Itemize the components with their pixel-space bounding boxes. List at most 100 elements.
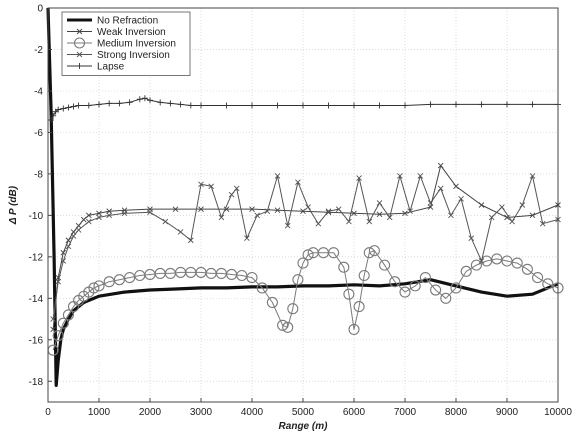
data-point xyxy=(346,218,352,225)
y-tick-label: -2 xyxy=(34,45,43,56)
legend-box xyxy=(61,11,191,76)
data-point xyxy=(136,96,143,103)
data-point xyxy=(96,214,102,221)
data-point xyxy=(399,286,411,298)
data-point xyxy=(397,173,403,179)
data-point xyxy=(351,210,357,217)
data-point xyxy=(460,265,472,277)
data-point xyxy=(65,237,72,244)
series-lapse xyxy=(48,95,561,123)
data-point xyxy=(85,102,92,109)
legend-item: No Refraction xyxy=(67,16,158,27)
legend-label: Medium Inversion xyxy=(97,39,176,50)
series-strong-inversion xyxy=(50,173,561,322)
y-axis-label: Δ P (dB) xyxy=(8,185,19,225)
data-point xyxy=(141,95,148,102)
series-line xyxy=(52,175,559,320)
data-point xyxy=(368,245,380,257)
data-point xyxy=(328,247,340,259)
data-point xyxy=(315,220,322,227)
data-point xyxy=(106,212,113,219)
data-point xyxy=(70,233,77,239)
data-point xyxy=(409,280,421,292)
legend-label: No Refraction xyxy=(97,16,158,27)
y-tick-label: -8 xyxy=(34,169,43,180)
data-point xyxy=(427,200,434,206)
data-point xyxy=(386,214,393,221)
data-point xyxy=(295,179,301,186)
data-point xyxy=(177,229,184,235)
data-point xyxy=(274,102,281,109)
series-line xyxy=(52,250,559,351)
x-tick-label: 5000 xyxy=(292,407,315,418)
data-point xyxy=(358,269,370,282)
data-point xyxy=(172,206,179,212)
data-point xyxy=(488,214,495,221)
data-point xyxy=(478,101,485,108)
data-point xyxy=(75,102,82,109)
data-point xyxy=(468,235,475,241)
data-point xyxy=(126,99,133,106)
data-point xyxy=(198,206,204,212)
data-point xyxy=(75,222,82,229)
y-tick-label: -14 xyxy=(29,294,44,305)
x-tick-label: 3000 xyxy=(190,407,213,418)
data-point xyxy=(73,37,86,49)
data-point xyxy=(113,274,125,286)
x-tick-label: 8000 xyxy=(445,407,468,418)
data-point xyxy=(440,292,452,304)
x-tick-label: 7000 xyxy=(394,407,417,418)
data-point xyxy=(223,102,230,109)
data-point xyxy=(70,103,77,110)
data-point xyxy=(76,63,83,69)
data-point xyxy=(529,212,536,219)
data-point xyxy=(501,255,513,267)
data-point xyxy=(470,259,482,271)
data-point xyxy=(478,202,485,208)
data-point xyxy=(402,210,408,217)
data-point xyxy=(228,191,235,198)
data-point xyxy=(532,272,544,284)
x-tick-label: 1000 xyxy=(88,407,111,418)
data-point xyxy=(106,208,113,215)
y-tick-label: -16 xyxy=(29,335,44,346)
data-point xyxy=(284,222,291,229)
data-point xyxy=(96,210,102,217)
data-point xyxy=(249,102,255,109)
data-point xyxy=(389,276,401,288)
data-point xyxy=(55,278,62,285)
data-point xyxy=(96,101,102,108)
x-tick-label: 10000 xyxy=(544,407,572,418)
legend-label: Lapse xyxy=(97,62,125,73)
axis-ticks: 0 1000 2000 3000 4000 5000 6000 7000 8000 9000 100… xyxy=(29,4,573,419)
data-point xyxy=(499,204,505,210)
data-point xyxy=(305,204,311,210)
data-point xyxy=(338,261,350,273)
data-point xyxy=(187,102,194,109)
data-point xyxy=(52,330,64,342)
data-point xyxy=(458,195,464,202)
data-point xyxy=(48,116,55,123)
data-point xyxy=(529,101,536,108)
data-point xyxy=(167,100,174,107)
data-point xyxy=(157,99,164,106)
data-point xyxy=(147,209,153,216)
data-point xyxy=(376,211,383,218)
data-point xyxy=(325,102,332,109)
data-point xyxy=(162,218,169,225)
data-point xyxy=(427,204,434,210)
data-point xyxy=(76,28,83,35)
series-line xyxy=(46,7,559,387)
data-point xyxy=(300,208,306,215)
data-point xyxy=(519,202,526,208)
data-point xyxy=(75,227,82,233)
data-point xyxy=(208,183,215,190)
data-point xyxy=(297,257,309,269)
data-point xyxy=(376,102,383,109)
data-point xyxy=(300,102,306,109)
legend-label: Weak Inversion xyxy=(97,27,166,38)
y-tick-label: -12 xyxy=(29,252,44,263)
data-point xyxy=(351,102,357,109)
